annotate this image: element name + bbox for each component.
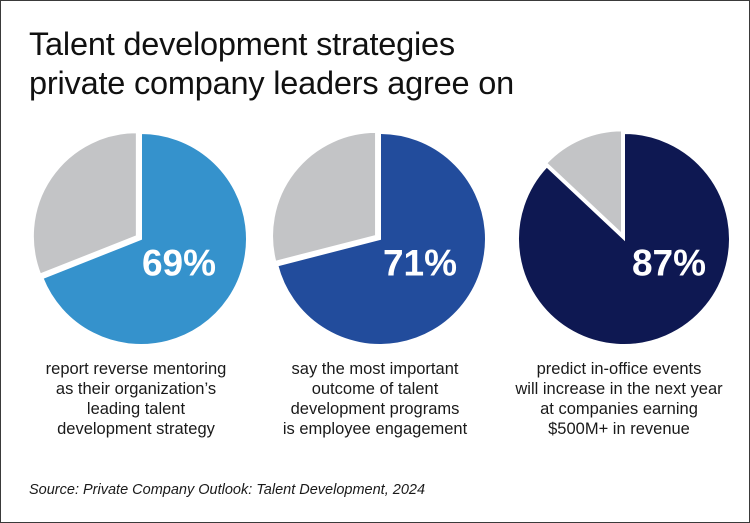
- pie-2-value-slice: [276, 131, 487, 346]
- pie-2-caption-line-2: outcome of talent: [311, 380, 439, 398]
- pie-3-value-slice: [517, 131, 731, 346]
- pie-3-caption-line-4: $500M+ in revenue: [548, 420, 690, 438]
- title-line-2: private company leaders agree on: [29, 65, 515, 101]
- pie-3-caption-line-2: will increase in the next year: [515, 380, 723, 398]
- pie-2-caption: say the most important outcome of talent…: [260, 359, 490, 439]
- pie-2-caption-line-4: is employee engagement: [282, 420, 468, 438]
- pie-chart-1: 69%: [21, 125, 261, 353]
- pie-chart-2: 71%: [260, 125, 500, 353]
- pie-1-caption-line-3: leading talent: [86, 400, 186, 418]
- pie-chart-3-svg: 87%: [517, 129, 731, 346]
- pie-1-caption-line-1: report reverse mentoring: [45, 360, 227, 378]
- pie-chart-3: 87%: [504, 125, 744, 353]
- pie-3-percent-label: 87%: [632, 243, 706, 284]
- pie-3-caption: predict in-office events will increase i…: [499, 359, 739, 439]
- pie-1-remainder-slice: [31, 131, 138, 276]
- pie-2-caption-line-1: say the most important: [291, 360, 459, 378]
- pie-chart-1-svg: 69%: [31, 131, 248, 346]
- infographic-title: Talent development strategies private co…: [29, 25, 629, 103]
- pie-chart-2-svg: 71%: [271, 130, 487, 346]
- source-note: Source: Private Company Outlook: Talent …: [29, 482, 426, 498]
- pie-1-value-slice: [41, 131, 248, 346]
- pie-3-caption-line-1: predict in-office events: [536, 360, 702, 378]
- pie-2-caption-line-3: development programs: [290, 400, 460, 418]
- pie-1-caption-line-2: as their organization’s: [55, 380, 217, 398]
- pie-1-caption-line-4: development strategy: [57, 420, 215, 438]
- pie-1-percent-label: 69%: [142, 243, 216, 284]
- pie-2-percent-label: 71%: [383, 243, 457, 284]
- title-line-1: Talent development strategies: [29, 26, 455, 62]
- pie-3-remainder-slice: [544, 129, 624, 237]
- pie-1-caption: report reverse mentoring as their organi…: [21, 359, 251, 439]
- pie-3-caption-line-3: at companies earning: [540, 400, 698, 418]
- pie-2-remainder-slice: [271, 130, 378, 264]
